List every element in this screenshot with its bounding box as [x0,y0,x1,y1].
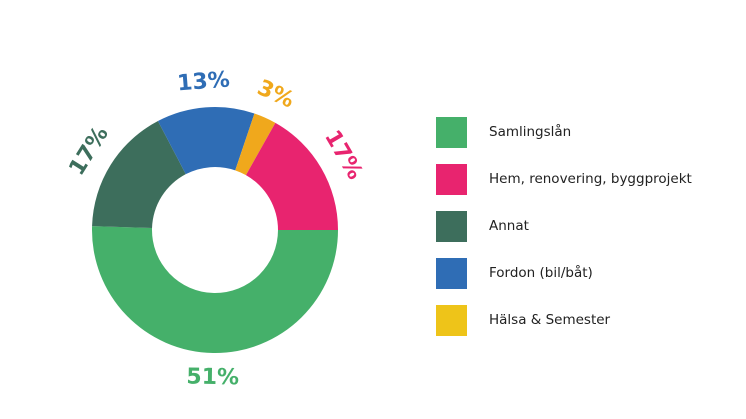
donut-slices [92,107,339,353]
legend: Samlingslån Hem, renovering, byggprojekt… [436,116,736,351]
slice-percentage-label: 3% [253,75,297,113]
slice-percentage-label: 51% [186,365,239,391]
legend-swatch [436,304,467,336]
donut-slice [235,113,276,176]
legend-item-samlingslan: Samlingslån [436,116,736,148]
donut-slice [157,107,255,175]
legend-label: Hälsa & Semester [489,312,611,328]
legend-swatch [436,116,467,148]
legend-swatch [436,210,467,242]
legend-item-fordon: Fordon (bil/båt) [436,257,736,289]
donut-slice [92,121,186,229]
donut-slice [245,122,338,230]
legend-item-annat: Annat [436,210,736,242]
legend-label: Fordon (bil/båt) [489,265,593,281]
slice-percentage-label: 17% [65,122,114,180]
slice-percentage-label: 17% [319,126,367,184]
slice-percentage-label: 13% [176,67,230,96]
legend-label: Samlingslån [489,124,572,140]
legend-swatch [436,163,467,195]
legend-item-halsa: Hälsa & Semester [436,304,736,336]
legend-label: Annat [489,218,529,234]
legend-item-hem: Hem, renovering, byggprojekt [436,163,736,195]
legend-label: Hem, renovering, byggprojekt [489,171,692,187]
legend-swatch [436,257,467,289]
donut-slice [92,226,339,353]
